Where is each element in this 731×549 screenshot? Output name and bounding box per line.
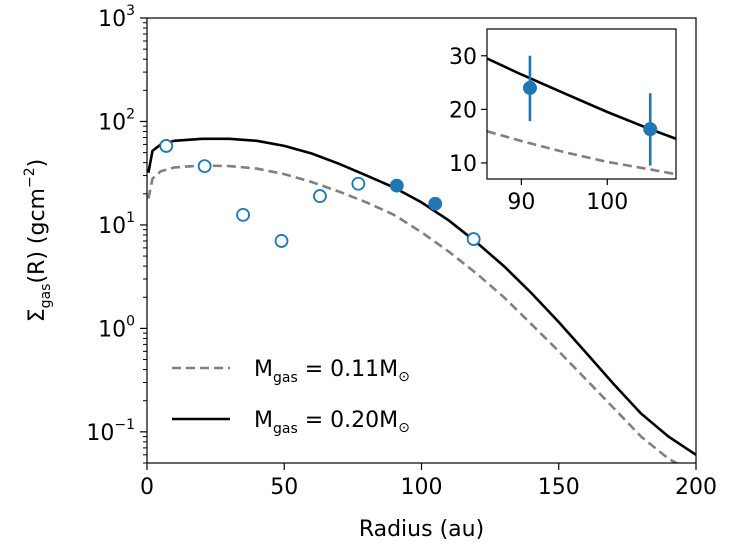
legend-sub: gas [273,421,298,437]
main-data-layer [147,137,696,463]
open-data-point [236,208,250,222]
inset-curve-0-11-msun [487,130,676,176]
inset-y-tick-label: 10 [449,152,477,177]
y-tick-exponent: 0 [126,313,135,329]
x-tick-label: 100 [401,475,443,500]
open-data-point [159,139,174,153]
y-label-text: (R) (gcm [25,188,50,284]
legend-label-1: Mgas = 0.20M⊙ [254,408,410,437]
main-frame [146,17,697,464]
y-tick-base: 10 [98,110,126,135]
x-axis-label: Radius (au) [359,517,484,542]
y-label-subscript: gas [38,284,54,309]
x-tick-label: 200 [675,475,717,500]
y-axis-label: Σgas(R) (gcm−2) [22,159,54,322]
y-tick-label: 102 [98,106,135,135]
y-tick-label: 10−1 [86,417,135,446]
y-tick-base: 10 [98,214,126,239]
inset-x-tick-label: 100 [586,190,628,215]
open-data-point [197,159,212,174]
y-tick-base: 10 [86,421,114,446]
legend-sun: ⊙ [398,369,410,385]
x-tick-label: 150 [538,475,580,500]
open-data-point [466,232,481,246]
legend-sub: gas [273,370,298,386]
y-label-close: ) [25,159,50,168]
legend-m: M [254,408,273,433]
legend-m: M [254,357,273,382]
inset-plot: 10 20 30 90 100 [449,28,677,215]
x-tick-label: 50 [270,475,298,500]
x-tick-label: 0 [140,475,154,500]
filled-data-point [428,196,443,211]
open-data-point [313,189,327,203]
inset-y-tick-label: 20 [449,98,477,123]
y-tick-label: 101 [98,210,135,239]
y-tick-base: 10 [98,7,126,32]
open-data-point [351,176,366,191]
inset-background [487,29,676,179]
legend-eq: = 0.20M [298,408,398,433]
y-tick-label: 103 [98,3,135,32]
legend-label-0: Mgas = 0.11M⊙ [254,357,410,386]
y-label-superscript: −2 [22,167,38,188]
inset-data-layer [487,55,676,176]
y-tick-label: 100 [98,313,135,342]
inset-data-point [643,122,658,137]
open-data-point [274,234,289,248]
y-tick-exponent: 2 [126,106,135,122]
y-label-sigma: Σ [25,308,50,322]
inset-y-tick-label: 30 [449,45,477,70]
filled-data-point [389,178,404,193]
inset-frame [486,28,677,180]
y-tick-exponent: 3 [126,3,135,19]
y-tick-exponent: −1 [114,417,135,433]
legend-sun: ⊙ [398,420,410,436]
inset-x-tick-label: 90 [507,190,535,215]
inset-data-point [522,80,537,95]
y-tick-exponent: 1 [126,210,135,226]
y-tick-base: 10 [98,317,126,342]
legend-eq: = 0.11M [298,357,398,382]
